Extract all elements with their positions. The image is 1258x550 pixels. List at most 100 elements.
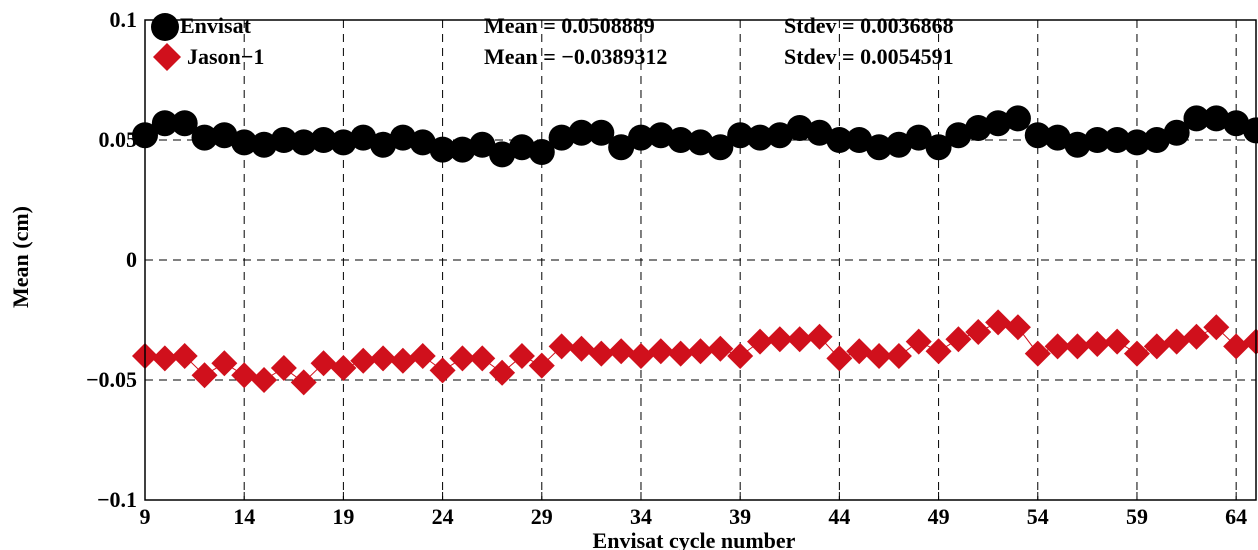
data-point (647, 338, 674, 365)
data-point (211, 122, 238, 149)
data-point (687, 338, 714, 365)
data-point (1143, 333, 1170, 360)
data-point (885, 343, 912, 369)
data-point (627, 124, 654, 151)
data-point (251, 131, 278, 158)
data-point (151, 345, 178, 372)
data-point (151, 110, 178, 137)
data-point (568, 335, 595, 362)
x-tick-label: 24 (432, 504, 454, 529)
data-point (925, 134, 952, 161)
data-point (885, 131, 912, 158)
x-tick-label: 64 (1225, 504, 1247, 529)
data-point (766, 326, 793, 353)
data-point (548, 124, 575, 151)
data-point (528, 139, 555, 165)
data-point (1044, 124, 1071, 151)
legend-marker-jason-1 (153, 43, 181, 71)
data-point (370, 345, 397, 372)
data-point (330, 129, 357, 156)
data-point (449, 136, 476, 163)
data-point (330, 355, 357, 381)
data-point (429, 136, 456, 163)
data-point (866, 134, 893, 161)
data-point (310, 350, 337, 377)
data-point (370, 131, 397, 158)
grid-lines (144, 19, 1256, 501)
data-point (508, 134, 535, 161)
series-jason-1 (132, 309, 1258, 396)
data-point (588, 340, 615, 367)
data-point (1183, 105, 1210, 132)
data-point (965, 319, 992, 345)
data-point (1143, 127, 1170, 153)
data-point (231, 129, 258, 156)
data-point (1104, 127, 1131, 153)
x-tick-label: 9 (140, 504, 151, 529)
x-tick-label: 29 (531, 504, 553, 529)
data-point (1203, 105, 1230, 132)
data-point (251, 367, 278, 393)
jason-1-mean: Mean = −0.0389312 (484, 44, 667, 69)
data-point (270, 355, 297, 381)
data-point (290, 129, 317, 156)
data-point (945, 326, 972, 353)
data-point (786, 115, 813, 141)
y-tick-label: −0.05 (86, 367, 137, 392)
x-tick-label: 54 (1027, 504, 1049, 529)
data-point (627, 343, 654, 369)
data-point (647, 122, 674, 149)
x-tick-label: 19 (332, 504, 354, 529)
data-point (310, 127, 337, 153)
data-point (1024, 340, 1051, 367)
data-point (508, 343, 535, 369)
legend-label-envisat: Envisat (180, 13, 252, 38)
data-point (588, 119, 615, 146)
x-tick-label: 34 (630, 504, 652, 529)
data-point (985, 110, 1012, 137)
data-point (1084, 331, 1111, 357)
data-point (469, 345, 496, 372)
data-point (350, 347, 377, 374)
data-point (1223, 110, 1250, 137)
x-tick-label: 59 (1126, 504, 1148, 529)
data-point (727, 343, 754, 369)
data-point (806, 119, 833, 146)
data-point (1183, 323, 1210, 350)
y-tick-label: 0.05 (99, 127, 138, 152)
y-tick-label: 0.1 (110, 7, 138, 32)
x-tick-label: 39 (729, 504, 751, 529)
x-tick-labels: 9 14 19 24 29 34 39 44 49 54 59 64 (140, 504, 1248, 529)
data-point (389, 124, 416, 151)
x-axis-label: Envisat cycle number (593, 528, 796, 550)
data-point (945, 122, 972, 149)
data-point (171, 343, 198, 369)
data-point (766, 122, 793, 149)
x-tick-label: 49 (928, 504, 950, 529)
data-point (687, 129, 714, 156)
data-point (905, 328, 932, 355)
data-point (846, 127, 873, 153)
data-point (846, 338, 873, 365)
data-point (786, 326, 813, 353)
envisat-mean: Mean = 0.0508889 (484, 13, 655, 38)
data-point (469, 131, 496, 158)
data-point (211, 350, 238, 377)
data-point (409, 129, 436, 156)
data-point (489, 141, 516, 168)
data-point (1004, 105, 1031, 132)
data-point (568, 119, 595, 146)
data-point (747, 328, 774, 355)
data-point (905, 124, 932, 151)
envisat-stdev: Stdev = 0.0036868 (784, 13, 954, 38)
data-point (389, 347, 416, 374)
data-point (727, 122, 754, 149)
data-point (925, 338, 952, 365)
data-point (1203, 314, 1230, 341)
data-point (191, 362, 218, 389)
data-point (350, 124, 377, 151)
data-point (1223, 333, 1250, 360)
data-point (1163, 328, 1190, 355)
data-point (1064, 333, 1091, 360)
